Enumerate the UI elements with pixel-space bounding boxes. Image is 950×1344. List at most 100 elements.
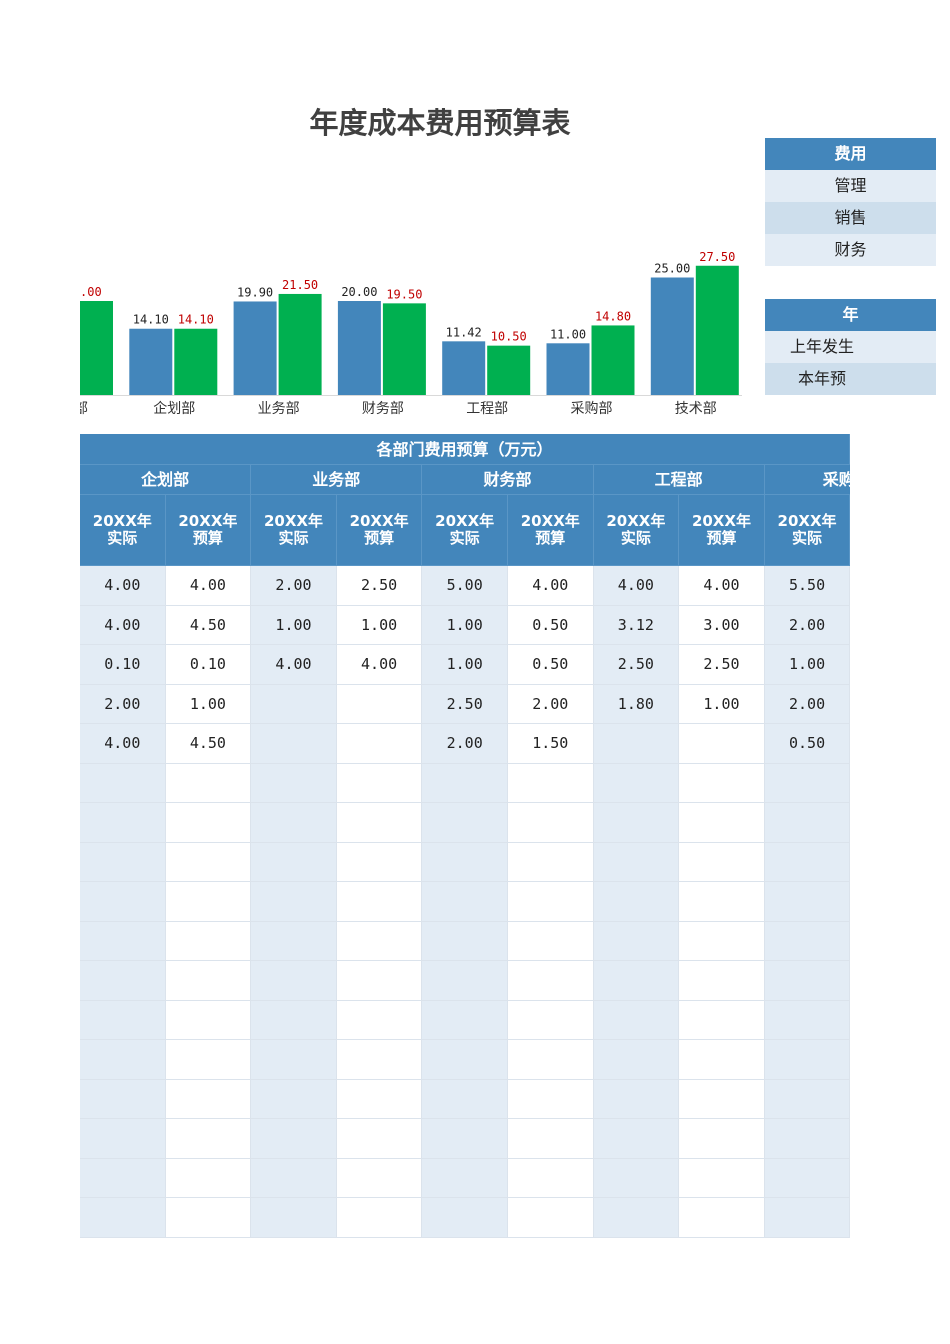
table-cell[interactable] bbox=[336, 1000, 423, 1040]
table-cell[interactable] bbox=[251, 1000, 337, 1040]
table-cell[interactable]: 2.50 bbox=[593, 645, 680, 685]
table-cell[interactable] bbox=[80, 921, 166, 961]
table-cell[interactable] bbox=[336, 1040, 423, 1080]
table-cell[interactable] bbox=[593, 1198, 680, 1238]
table-cell[interactable] bbox=[422, 1119, 508, 1159]
table-cell[interactable] bbox=[507, 1000, 594, 1040]
table-cell[interactable] bbox=[679, 803, 765, 843]
table-cell[interactable] bbox=[679, 961, 765, 1001]
table-cell[interactable] bbox=[593, 763, 680, 803]
table-cell[interactable]: 0.10 bbox=[80, 645, 166, 685]
table-cell[interactable] bbox=[507, 803, 594, 843]
table-cell[interactable] bbox=[336, 1079, 423, 1119]
table-cell[interactable] bbox=[422, 961, 508, 1001]
table-cell[interactable] bbox=[593, 803, 680, 843]
table-cell[interactable] bbox=[251, 684, 337, 724]
table-cell[interactable] bbox=[422, 882, 508, 922]
table-cell[interactable]: 4.00 bbox=[679, 566, 765, 606]
table-cell[interactable] bbox=[679, 763, 765, 803]
table-cell[interactable]: 4.50 bbox=[165, 724, 252, 764]
table-cell[interactable]: 1.80 bbox=[593, 684, 680, 724]
table-cell[interactable] bbox=[80, 842, 166, 882]
table-cell[interactable] bbox=[251, 1119, 337, 1159]
table-cell[interactable] bbox=[336, 961, 423, 1001]
table-cell[interactable] bbox=[165, 1198, 252, 1238]
table-cell[interactable] bbox=[593, 1000, 680, 1040]
table-cell[interactable]: 1.00 bbox=[165, 684, 252, 724]
table-cell[interactable]: 4.00 bbox=[593, 566, 680, 606]
table-cell[interactable]: 2.00 bbox=[764, 684, 850, 724]
table-cell[interactable] bbox=[507, 842, 594, 882]
table-cell[interactable] bbox=[679, 1079, 765, 1119]
table-cell[interactable] bbox=[165, 842, 252, 882]
table-cell[interactable] bbox=[80, 1079, 166, 1119]
table-cell[interactable] bbox=[80, 961, 166, 1001]
table-cell[interactable]: 1.00 bbox=[251, 605, 337, 645]
table-cell[interactable] bbox=[764, 882, 850, 922]
table-cell[interactable]: 2.50 bbox=[422, 684, 508, 724]
table-cell[interactable] bbox=[80, 1000, 166, 1040]
table-cell[interactable]: 2.00 bbox=[251, 566, 337, 606]
table-cell[interactable] bbox=[80, 1040, 166, 1080]
table-cell[interactable] bbox=[679, 724, 765, 764]
table-cell[interactable] bbox=[593, 724, 680, 764]
table-cell[interactable] bbox=[251, 842, 337, 882]
table-cell[interactable]: 2.00 bbox=[507, 684, 594, 724]
table-cell[interactable] bbox=[251, 1040, 337, 1080]
table-cell[interactable]: 4.00 bbox=[80, 605, 166, 645]
table-cell[interactable] bbox=[507, 1040, 594, 1080]
table-cell[interactable]: 4.50 bbox=[165, 605, 252, 645]
table-cell[interactable]: 2.00 bbox=[422, 724, 508, 764]
table-cell[interactable] bbox=[422, 1040, 508, 1080]
table-cell[interactable] bbox=[336, 684, 423, 724]
table-cell[interactable] bbox=[336, 1119, 423, 1159]
table-cell[interactable] bbox=[251, 961, 337, 1001]
table-cell[interactable] bbox=[764, 842, 850, 882]
table-cell[interactable] bbox=[507, 1198, 594, 1238]
table-cell[interactable] bbox=[764, 1198, 850, 1238]
table-cell[interactable] bbox=[165, 1000, 252, 1040]
table-cell[interactable]: 1.00 bbox=[422, 605, 508, 645]
table-cell[interactable] bbox=[336, 763, 423, 803]
table-cell[interactable] bbox=[165, 961, 252, 1001]
table-cell[interactable] bbox=[679, 921, 765, 961]
table-cell[interactable]: 2.00 bbox=[764, 605, 850, 645]
table-cell[interactable] bbox=[251, 763, 337, 803]
table-cell[interactable] bbox=[165, 1079, 252, 1119]
table-cell[interactable] bbox=[336, 803, 423, 843]
table-cell[interactable]: 0.10 bbox=[165, 645, 252, 685]
table-cell[interactable] bbox=[593, 961, 680, 1001]
table-cell[interactable]: 0.50 bbox=[507, 645, 594, 685]
table-cell[interactable] bbox=[507, 763, 594, 803]
table-cell[interactable] bbox=[507, 882, 594, 922]
table-cell[interactable] bbox=[80, 882, 166, 922]
table-cell[interactable] bbox=[80, 1198, 166, 1238]
table-cell[interactable] bbox=[165, 1040, 252, 1080]
table-cell[interactable] bbox=[764, 1079, 850, 1119]
table-cell[interactable] bbox=[422, 763, 508, 803]
table-cell[interactable] bbox=[507, 1119, 594, 1159]
table-cell[interactable] bbox=[764, 763, 850, 803]
table-cell[interactable] bbox=[251, 1158, 337, 1198]
table-cell[interactable] bbox=[764, 803, 850, 843]
table-cell[interactable] bbox=[80, 763, 166, 803]
table-cell[interactable] bbox=[679, 1198, 765, 1238]
table-cell[interactable] bbox=[251, 803, 337, 843]
table-cell[interactable]: 2.50 bbox=[679, 645, 765, 685]
table-cell[interactable]: 1.00 bbox=[764, 645, 850, 685]
table-cell[interactable] bbox=[336, 842, 423, 882]
table-cell[interactable] bbox=[764, 921, 850, 961]
table-cell[interactable] bbox=[422, 1158, 508, 1198]
table-cell[interactable]: 1.00 bbox=[422, 645, 508, 685]
table-cell[interactable] bbox=[336, 1158, 423, 1198]
table-cell[interactable] bbox=[507, 961, 594, 1001]
table-cell[interactable] bbox=[251, 882, 337, 922]
table-cell[interactable] bbox=[679, 1040, 765, 1080]
table-cell[interactable] bbox=[422, 803, 508, 843]
table-cell[interactable] bbox=[593, 1040, 680, 1080]
table-cell[interactable] bbox=[679, 1000, 765, 1040]
table-cell[interactable] bbox=[336, 724, 423, 764]
table-cell[interactable] bbox=[165, 803, 252, 843]
table-cell[interactable] bbox=[336, 882, 423, 922]
table-cell[interactable] bbox=[764, 1119, 850, 1159]
